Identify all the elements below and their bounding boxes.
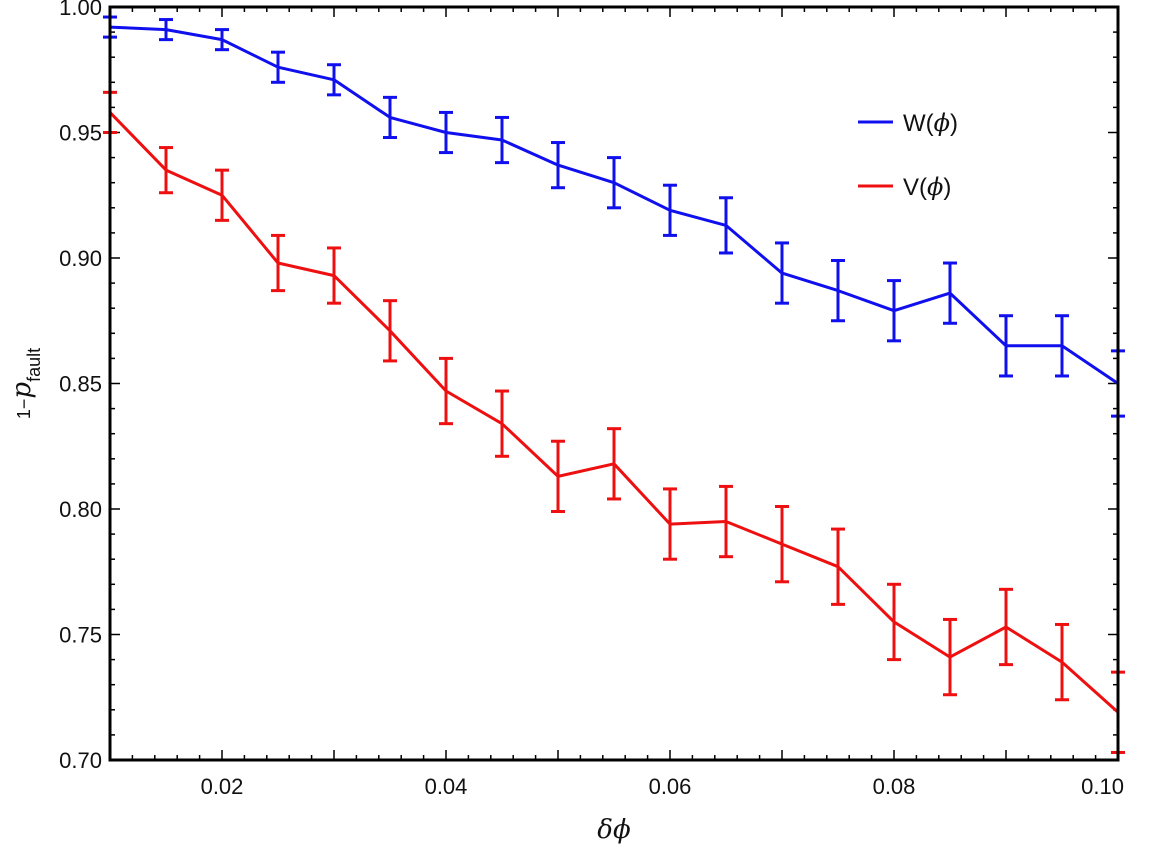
y-axis-title-subscript: fault <box>24 348 44 382</box>
y-axis-title-prefix: 1− <box>14 399 34 420</box>
y-axis-title: 1−pfault <box>7 348 44 419</box>
y-tick-label: 0.90 <box>59 246 102 271</box>
series-layer <box>103 15 1125 754</box>
x-tick-label: 0.08 <box>873 774 916 799</box>
x-tick-label: 0.04 <box>425 774 468 799</box>
legend-label-name: W( <box>903 110 934 137</box>
x-tick-label: 0.02 <box>201 774 244 799</box>
x-axis-title: δϕ <box>597 815 631 845</box>
y-tick-label: 0.85 <box>59 372 102 397</box>
y-axis-title-main: p <box>7 382 37 399</box>
legend-label-close: ) <box>943 174 951 201</box>
plot-frame <box>108 5 1120 762</box>
x-tick-label: 0.06 <box>649 774 692 799</box>
y-tick-label: 1.00 <box>59 0 102 20</box>
y-tick-label: 0.95 <box>59 121 102 146</box>
legend-label: V(ϕ) <box>903 173 951 201</box>
y-tick-label: 0.75 <box>59 623 102 648</box>
legend: W(ϕ)V(ϕ) <box>858 109 958 201</box>
x-tick-label: 0.10 <box>1081 774 1124 799</box>
legend-label-phi: ϕ <box>934 109 950 137</box>
legend-label: W(ϕ) <box>903 109 958 137</box>
legend-label-name: V( <box>903 174 927 201</box>
legend-label-phi: ϕ <box>927 173 943 201</box>
y-tick-label: 0.80 <box>59 497 102 522</box>
ticks-layer: 0.70 0.75 0.80 0.85 0.90 0.95 1.00 0.02 0.04 0.06… <box>59 0 1124 799</box>
y-tick-label: 0.70 <box>59 748 102 773</box>
series-0 <box>103 15 1125 418</box>
series-1 <box>103 90 1125 754</box>
legend-label-close: ) <box>950 110 958 137</box>
